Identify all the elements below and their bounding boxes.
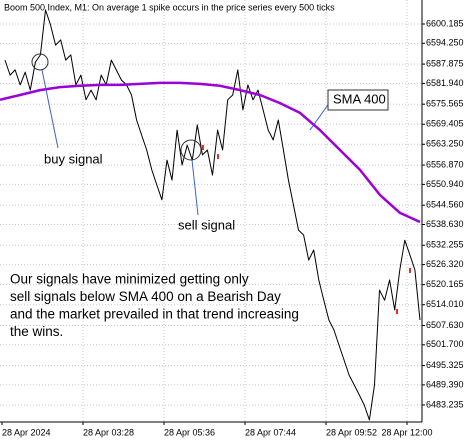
y-tick-label: 6507.630 [426,320,464,330]
chart-title: Boom 500 Index, M1: On average 1 spike o… [4,2,335,12]
y-tick-label: 6563.250 [426,139,464,149]
note-line: and the market prevailed in that trend i… [10,307,299,322]
y-tick-label: 6587.875 [426,58,464,68]
y-tick-label: 6575.565 [426,99,464,109]
y-tick-label: 6544.560 [426,200,464,210]
y-tick-label: 6581.940 [426,78,464,88]
sma-line [0,81,421,224]
x-tick-label: 28 Apr 03:28 [83,427,134,437]
y-tick-label: 6569.405 [426,119,464,129]
grid [0,0,422,422]
y-tick-label: 6556.870 [426,159,464,169]
y-tick-label: 6514.010 [426,299,464,309]
y-tick-label: 6532.255 [426,240,464,250]
pointer [41,69,59,149]
pointer [309,101,331,131]
buy-circle [31,53,49,71]
note-line: Our signals have minimized getting only [10,272,249,287]
sell-circle [180,139,202,161]
plot [0,9,421,421]
x-tick-label: 28 Apr 12:00 [381,427,432,437]
sell-label: sell signal [178,217,235,232]
y-tick-label: 6594.250 [426,38,464,48]
y-tick-label: 6495.325 [426,360,464,370]
price-line [4,9,421,421]
note-line: sell signals below SMA 400 on a Bearish … [10,289,281,304]
y-tick-label: 6600.185 [426,18,464,28]
signal-marker [409,268,411,273]
note: Our signals have minimized getting only s… [10,272,299,340]
note-line: the wins. [10,324,63,339]
y-tick-label: 6501.700 [426,339,464,349]
y-tick-label: 6520.165 [426,279,464,289]
legend-label: SMA 400 [333,91,386,106]
signal-marker [202,145,204,150]
y-tick-label: 6538.630 [426,219,464,229]
sma-box [327,89,389,111]
x-tick-label: 28 Apr 09:52 [326,427,377,437]
x-tick-label: 28 Apr 07:44 [245,427,296,437]
y-tick-label: 6483.235 [426,399,464,409]
y-tick-label: 6526.320 [426,259,464,269]
x-tick-label: 28 Apr 05:36 [164,427,215,437]
signal-marker [217,154,219,159]
x-tick-label: 28 Apr 2024 [2,427,51,437]
y-tick-label: 6550.940 [426,179,464,189]
signal-marker [396,309,398,314]
y-tick-label: 6489.390 [426,379,464,389]
pointer [191,159,199,216]
buy-label: buy signal [44,151,103,166]
